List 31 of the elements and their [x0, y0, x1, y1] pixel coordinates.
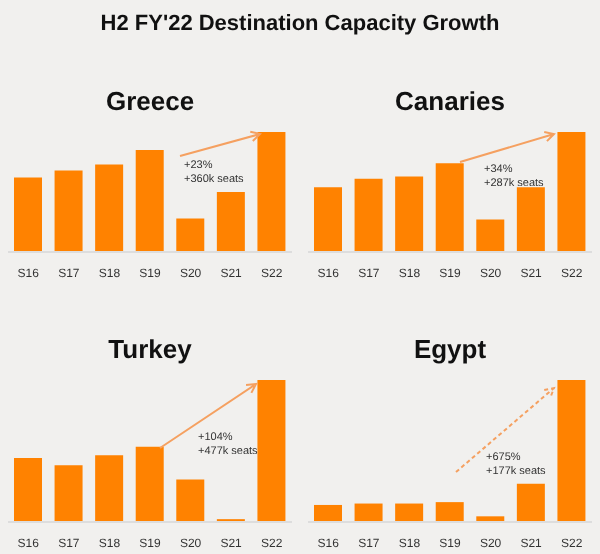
- bar: [314, 504, 342, 522]
- bar: [395, 503, 424, 522]
- bar: [314, 187, 342, 252]
- bar: [557, 132, 586, 252]
- bar: [354, 178, 383, 252]
- bar: [54, 465, 83, 522]
- bar: [176, 218, 205, 252]
- bar: [516, 187, 545, 252]
- bar: [435, 502, 464, 522]
- chart-subtitle: Greece: [103, 84, 197, 120]
- bar: [14, 458, 42, 522]
- bar: [54, 170, 83, 252]
- bar: [95, 164, 124, 252]
- bar: [557, 380, 586, 522]
- chart-title: H2 FY'22 Destination Capacity Growth: [98, 12, 502, 36]
- bar: [135, 150, 164, 252]
- bar: [257, 380, 286, 522]
- bar: [395, 176, 424, 252]
- bar: [135, 446, 164, 522]
- bar: [476, 219, 505, 252]
- bar: [216, 192, 245, 252]
- chart-title: Egypt: [411, 332, 489, 368]
- bar: [516, 483, 545, 522]
- chart-title: Canaries: [393, 84, 507, 120]
- bar: [257, 132, 286, 252]
- bar: [14, 177, 42, 252]
- bar: [354, 503, 383, 522]
- bar: [95, 455, 124, 522]
- chart-title: Turkey: [106, 332, 194, 368]
- bar: [176, 479, 205, 522]
- bar: [435, 163, 464, 252]
